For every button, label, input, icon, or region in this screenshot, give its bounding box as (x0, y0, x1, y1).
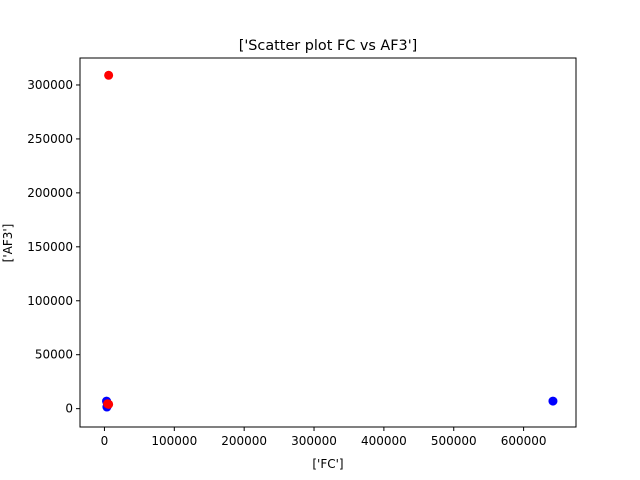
x-tick-label: 200000 (221, 434, 267, 448)
y-tick-label: 50000 (35, 348, 73, 362)
y-tick-label: 100000 (27, 294, 73, 308)
chart-title: ['Scatter plot FC vs AF3'] (239, 38, 418, 54)
scatter-point (104, 399, 114, 409)
scatter-point (104, 70, 114, 80)
x-axis-label: ['FC'] (312, 457, 343, 471)
scatter-point (548, 396, 558, 406)
y-tick-label: 300000 (27, 78, 73, 92)
x-tick-label: 100000 (151, 434, 197, 448)
axes-frame (79, 57, 577, 428)
y-tick-label: 0 (65, 402, 73, 416)
x-tick-label: 600000 (501, 434, 547, 448)
x-tick-label: 0 (101, 434, 109, 448)
y-tick-label: 150000 (27, 240, 73, 254)
y-tick-label: 250000 (27, 132, 73, 146)
x-tick-label: 500000 (431, 434, 477, 448)
x-tick-label: 400000 (361, 434, 407, 448)
x-tick-label: 300000 (291, 434, 337, 448)
x-axis-ticks: 0 100000 200000 300000 400000 500000 600000 (101, 427, 547, 448)
y-tick-label: 200000 (27, 186, 73, 200)
data-points (102, 70, 558, 412)
y-axis-label: ['AF3'] (1, 224, 15, 263)
y-axis-ticks: 0 50000 100000 150000 200000 250000 300000 (27, 78, 80, 416)
